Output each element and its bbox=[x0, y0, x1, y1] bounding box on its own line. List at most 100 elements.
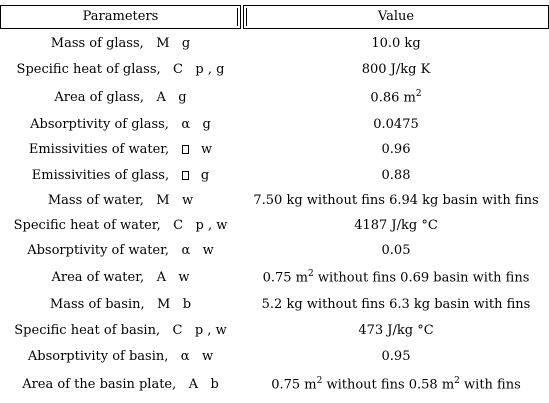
header-value: Value bbox=[243, 5, 549, 29]
parameter-subscript: w bbox=[202, 243, 214, 258]
table-row: Emissivities of glass, g 0.88 bbox=[0, 162, 549, 188]
value-text: 5.2 kg without fins 6.3 kg basin with fi… bbox=[261, 297, 531, 312]
parameter-subscript: w bbox=[201, 348, 214, 364]
value-text: 0.05 bbox=[381, 243, 411, 258]
parameter-label: Area of the basin plate, bbox=[22, 376, 177, 392]
value-text: 0.86 m bbox=[370, 90, 416, 106]
value-text: 0.75 m bbox=[262, 270, 309, 286]
parameter-cell: Mass of basin, M b bbox=[0, 297, 241, 312]
parameter-label: Specific heat of glass, bbox=[16, 61, 161, 77]
parameter-label: Area of water, bbox=[51, 270, 145, 285]
parameter-symbol: M bbox=[156, 36, 170, 51]
parameter-label: Specific heat of basin, bbox=[14, 322, 161, 338]
parameter-cell: Emissivities of water, w bbox=[0, 142, 241, 157]
value-text: 0.75 m bbox=[271, 377, 317, 393]
parameter-subscript: g bbox=[181, 36, 191, 51]
value-text: with fins bbox=[459, 377, 521, 393]
parameter-subscript: p , w bbox=[194, 322, 227, 338]
parameter-subscript: g bbox=[200, 167, 210, 183]
parameter-symbol: A bbox=[156, 270, 166, 285]
value-text: 0.0475 bbox=[373, 117, 419, 132]
value-cell: 0.75 m2 without fins 0.69 basin with fin… bbox=[243, 269, 549, 285]
parameter-label: Specific heat of water, bbox=[13, 218, 161, 233]
parameter-cell: Specific heat of basin, C p , w bbox=[0, 323, 241, 338]
table-row: Area of glass, A g 0.86 m2 bbox=[0, 82, 549, 112]
value-cell: 0.88 bbox=[243, 168, 549, 183]
parameter-cell: Specific heat of glass, C p , g bbox=[0, 62, 241, 77]
parameter-symbol: C bbox=[173, 218, 184, 233]
value-cell: 10.0 kg bbox=[243, 36, 549, 51]
table-row: Specific heat of water, C p , w 4187 J/kg… bbox=[0, 213, 549, 238]
value-text: 0.95 bbox=[381, 348, 411, 364]
table-row: Area of water, A w 0.75 m2 without fins 0… bbox=[0, 263, 549, 292]
parameter-subscript: p , g bbox=[195, 61, 225, 77]
missing-glyph-icon bbox=[181, 170, 189, 180]
parameter-label: Absorptivity of basin, bbox=[27, 348, 169, 364]
parameter-symbol: A bbox=[156, 89, 166, 105]
value-cell: 0.75 m2 without fins 0.58 m2 with fins bbox=[243, 376, 549, 392]
value-cell: 0.86 m2 bbox=[243, 89, 549, 105]
table-row: Mass of water, M w 7.50 kg without fins 6… bbox=[0, 188, 549, 213]
table-header: Parameters Value bbox=[0, 0, 549, 30]
parameter-subscript: w bbox=[178, 270, 190, 285]
parameter-subscript: p , w bbox=[195, 218, 228, 233]
table-row: Mass of basin, M b 5.2 kg without fins 6.… bbox=[0, 292, 549, 317]
value-superscript: 2 bbox=[308, 269, 314, 280]
parameter-subscript: g bbox=[178, 89, 187, 105]
parameter-cell: Area of glass, A g bbox=[0, 90, 241, 105]
parameter-cell: Absorptivity of basin, α w bbox=[0, 349, 241, 364]
table-row: Absorptivity of basin, α w 0.95 bbox=[0, 343, 549, 369]
value-superscript: 2 bbox=[316, 375, 323, 386]
value-cell: 0.96 bbox=[243, 142, 549, 157]
parameters-table: Parameters Value Mass of glass, M g 10.0 … bbox=[0, 0, 549, 392]
value-text: 473 J/kg °C bbox=[358, 322, 434, 338]
parameter-label: Area of glass, bbox=[54, 89, 145, 105]
value-cell: 0.0475 bbox=[243, 117, 549, 132]
value-text: without fins 0.69 basin with fins bbox=[313, 270, 530, 286]
value-text: 7.50 kg without fins 6.94 kg basin with … bbox=[253, 193, 539, 208]
value-cell: 7.50 kg without fins 6.94 kg basin with … bbox=[243, 193, 549, 208]
value-text: 10.0 kg bbox=[371, 36, 421, 51]
parameter-subscript: b bbox=[210, 376, 219, 392]
parameter-cell: Area of water, A w bbox=[0, 270, 241, 285]
parameter-label: Emissivities of glass, bbox=[31, 167, 170, 183]
parameter-symbol: α bbox=[181, 243, 191, 258]
parameter-subscript: w bbox=[182, 193, 194, 208]
table-row: Absorptivity of glass, α g 0.0475 bbox=[0, 112, 549, 137]
value-text: 800 J/kg K bbox=[361, 61, 431, 77]
value-text: 4187 J/kg °C bbox=[354, 218, 438, 233]
parameter-symbol: A bbox=[188, 376, 199, 392]
table-row: Emissivities of water, w 0.96 bbox=[0, 137, 549, 162]
parameter-label: Mass of basin, bbox=[49, 297, 145, 312]
parameter-cell: Absorptivity of glass, α g bbox=[0, 117, 241, 132]
parameter-label: Mass of water, bbox=[47, 193, 144, 208]
parameter-subscript: g bbox=[202, 117, 211, 132]
parameter-label: Mass of glass, bbox=[50, 36, 144, 51]
value-text: 0.96 bbox=[381, 142, 411, 157]
parameter-symbol: α bbox=[180, 348, 190, 364]
missing-glyph-icon bbox=[181, 145, 189, 154]
parameter-symbol: M bbox=[156, 193, 170, 208]
parameter-subscript: b bbox=[182, 297, 192, 312]
parameter-label: Emissivities of water, bbox=[28, 142, 170, 157]
table-row: Absorptivity of water, α w 0.05 bbox=[0, 238, 549, 263]
parameter-cell: Area of the basin plate, A b bbox=[0, 377, 241, 392]
value-cell: 800 J/kg K bbox=[243, 62, 549, 77]
value-text: 0.88 bbox=[381, 167, 411, 183]
parameter-cell: Absorptivity of water, α w bbox=[0, 243, 241, 258]
header-parameters: Parameters bbox=[0, 5, 241, 29]
parameter-cell: Emissivities of glass, g bbox=[0, 168, 241, 183]
value-cell: 4187 J/kg °C bbox=[243, 218, 549, 233]
table-row: Specific heat of glass, C p , g 800 J/kg … bbox=[0, 56, 549, 82]
value-superscript: 2 bbox=[415, 88, 422, 99]
parameter-cell: Mass of glass, M g bbox=[0, 36, 241, 51]
parameter-symbol: M bbox=[157, 297, 171, 312]
parameter-symbol: C bbox=[172, 322, 183, 338]
parameter-cell: Specific heat of water, C p , w bbox=[0, 218, 241, 233]
parameter-subscript: w bbox=[201, 142, 213, 157]
value-cell: 5.2 kg without fins 6.3 kg basin with fi… bbox=[243, 297, 549, 312]
parameter-label: Absorptivity of glass, bbox=[30, 117, 169, 132]
table-row: Area of the basin plate, A b 0.75 m2 with… bbox=[0, 369, 549, 399]
value-cell: 0.05 bbox=[243, 243, 549, 258]
parameter-symbol: C bbox=[173, 61, 183, 77]
